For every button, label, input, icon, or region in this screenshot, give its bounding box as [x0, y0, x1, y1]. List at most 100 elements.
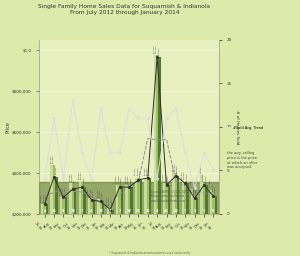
Bar [210, 190, 212, 255]
Text: $380,000: $380,000 [55, 166, 57, 174]
Text: 4: 4 [90, 209, 93, 213]
Bar [165, 183, 168, 255]
Text: $317,000: $317,000 [210, 179, 212, 187]
Bar [44, 204, 46, 255]
Text: $340,000: $340,000 [168, 174, 170, 183]
Text: $348,000: $348,000 [187, 173, 189, 181]
Text: $279,900: $279,900 [62, 187, 64, 195]
Bar [116, 185, 119, 255]
Text: $374,900: $374,900 [149, 167, 151, 175]
Bar [203, 183, 205, 255]
Text: $285,000: $285,000 [215, 186, 217, 194]
Bar [175, 173, 177, 255]
Bar [100, 199, 102, 255]
Text: 7: 7 [118, 209, 121, 213]
Bar [55, 177, 58, 255]
Text: $279,900: $279,900 [60, 187, 62, 195]
Text: $269,900: $269,900 [100, 189, 102, 197]
Text: $260,000: $260,000 [102, 191, 104, 199]
Bar [62, 197, 64, 255]
Text: $357,400: $357,400 [81, 171, 83, 179]
Text: 13: 13 [70, 209, 75, 213]
Text: $275,000: $275,000 [196, 188, 198, 196]
Text: $374,900: $374,900 [147, 167, 149, 175]
Text: $285,000: $285,000 [194, 186, 196, 194]
Bar [172, 173, 175, 255]
Text: $397,400: $397,400 [175, 163, 177, 171]
Text: 3: 3 [194, 209, 196, 213]
Bar [205, 185, 208, 255]
Text: 11: 11 [164, 209, 169, 213]
Text: $247,500: $247,500 [41, 193, 43, 201]
Text: $357,400: $357,400 [184, 171, 186, 179]
Text: $247,500: $247,500 [46, 193, 48, 201]
Text: $320,000: $320,000 [74, 178, 76, 187]
Bar [177, 176, 179, 255]
Text: $279,900: $279,900 [65, 187, 67, 195]
Bar [41, 204, 43, 255]
Bar [121, 187, 123, 255]
Bar [140, 180, 142, 255]
Text: 12: 12 [173, 209, 178, 213]
Text: $374,900: $374,900 [137, 167, 140, 175]
Text: $330,000: $330,000 [130, 176, 132, 185]
Bar [64, 197, 67, 255]
Legend: #Sold Avg. Trend: #Sold Avg. Trend [225, 126, 263, 130]
Bar [200, 175, 203, 255]
Text: $339,900: $339,900 [126, 174, 128, 183]
Bar [125, 185, 128, 255]
Text: $975,000: $975,000 [156, 44, 158, 52]
Bar [39, 183, 219, 214]
Text: 7: 7 [81, 209, 83, 213]
Bar [186, 184, 189, 255]
Text: the avg. selling
price is the price
at which an offer
was accepted: the avg. selling price is the price at w… [227, 151, 257, 169]
Text: $374,900: $374,900 [135, 167, 137, 175]
Text: $349,450: $349,450 [72, 172, 74, 181]
Text: $389,000: $389,000 [201, 164, 203, 173]
Text: 7: 7 [109, 209, 111, 213]
Text: $339,900: $339,900 [118, 174, 121, 183]
Text: 11: 11 [52, 209, 56, 213]
Text: $350,000: $350,000 [163, 172, 165, 180]
Text: $357,400: $357,400 [182, 171, 184, 179]
Bar [93, 200, 95, 255]
Bar [107, 208, 109, 255]
Text: $350,000: $350,000 [166, 172, 167, 180]
Text: $330,000: $330,000 [121, 176, 123, 185]
Text: $340,000: $340,000 [205, 174, 207, 183]
Text: 7: 7 [203, 209, 205, 213]
Text: $275,000: $275,000 [91, 188, 92, 196]
Text: $385,000: $385,000 [177, 165, 179, 173]
Bar [74, 189, 76, 255]
Text: $330,000: $330,000 [83, 176, 85, 185]
Text: 5: 5 [212, 209, 214, 213]
Bar [191, 189, 194, 255]
Text: $220,000: $220,000 [112, 199, 114, 207]
Text: $965,000: $965,000 [158, 46, 160, 55]
Text: $437,500: $437,500 [51, 154, 53, 163]
Bar [158, 57, 160, 255]
Text: $247,500: $247,500 [44, 193, 46, 201]
Text: 12: 12 [98, 209, 103, 213]
Text: $349,450: $349,450 [69, 172, 71, 181]
Text: $437,500: $437,500 [53, 154, 55, 163]
Bar [212, 194, 214, 255]
Text: 11: 11 [145, 209, 150, 213]
Text: 7: 7 [184, 209, 186, 213]
Bar [98, 199, 100, 255]
Bar [182, 182, 184, 255]
Text: 4: 4 [44, 209, 46, 213]
Bar [163, 183, 165, 255]
Bar [130, 187, 133, 255]
Bar [128, 185, 130, 255]
Bar [53, 165, 55, 255]
Bar [135, 178, 137, 255]
Text: Single Family Home Sales Data for Suquamish & Indianola
From July 2012 through J: Single Family Home Sales Data for Suquam… [38, 4, 211, 15]
Bar [46, 204, 48, 255]
Bar [79, 182, 81, 255]
Bar [149, 178, 151, 255]
Bar [194, 196, 196, 255]
Bar [196, 198, 198, 255]
Bar [60, 197, 62, 255]
Bar [144, 178, 147, 255]
